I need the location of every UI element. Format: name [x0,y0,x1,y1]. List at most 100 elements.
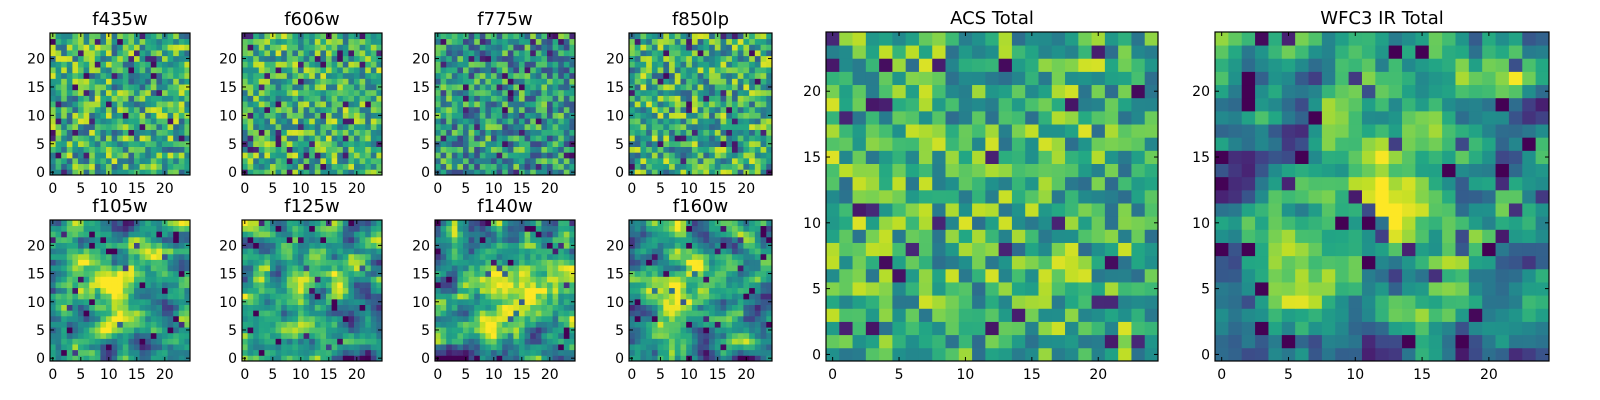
heatmap-cell [754,123,761,130]
heatmap-cell [242,321,248,328]
heatmap-cell [932,71,946,86]
heatmap-cell [303,349,310,356]
heatmap-cell [1321,347,1336,362]
heatmap-cell [1078,347,1092,362]
heatmap-cell [547,157,553,165]
heatmap-cell [697,44,704,51]
heatmap-cell [1131,84,1146,99]
heatmap-cell [1308,321,1323,336]
x-tick-label: 0 [433,181,442,197]
heatmap-cell [139,44,146,51]
heatmap-cell [1011,150,1026,164]
heatmap-cell [1051,71,1066,86]
heatmap-cell [342,157,349,165]
heatmap-cell [657,146,664,153]
heatmap-cell [1025,71,1039,86]
heatmap-cell [1118,150,1132,164]
heatmap-cell [1078,32,1092,46]
heatmap-cell [1468,268,1483,283]
heatmap-cell [258,129,265,136]
heatmap-cell [640,44,647,51]
heatmap-cell [117,236,124,243]
heatmap-cell [686,123,693,130]
heatmap-cell [1468,124,1483,138]
heatmap-cell [972,176,986,191]
heatmap-cell [547,72,553,79]
heatmap-cell [839,295,853,309]
heatmap-cell [1468,176,1483,191]
heatmap-cell [365,287,372,294]
heatmap-cell [247,157,254,165]
heatmap-cell [162,338,168,345]
heatmap-cell [184,146,191,153]
heatmap-cell [547,112,553,119]
heatmap-cell [1295,229,1309,243]
heatmap-cell [1535,255,1550,270]
heatmap-cell [865,97,880,112]
heatmap-cell [309,157,316,165]
heatmap-cell [94,78,101,85]
heatmap-cell [117,106,124,113]
heatmap-cell [320,276,327,283]
heatmap-cell [78,304,84,311]
heatmap-cell [247,129,254,136]
heatmap-cell [275,61,282,68]
heatmap-cell [1078,137,1092,151]
heatmap-cell [162,332,168,339]
heatmap-cell [535,106,542,113]
heatmap-cell [905,216,920,230]
heatmap-cell [1011,32,1026,46]
heatmap-cell [1482,255,1496,270]
heatmap-cell [530,67,537,74]
axes-frame [1214,31,1550,362]
heatmap-cell [270,315,276,322]
heatmap-cell [66,33,73,40]
heatmap-cell [496,140,503,147]
heatmap-cell [258,84,265,91]
heatmap-cell [879,229,893,243]
heatmap-cell [281,61,288,68]
heatmap-cell [1118,308,1132,322]
heatmap-cell [479,67,486,74]
heatmap-cell [651,118,658,125]
heatmap-cell [502,89,509,96]
heatmap-cell [435,163,441,170]
heatmap-cell [326,129,332,136]
heatmap-cell [1091,347,1106,362]
heatmap-cells [435,33,576,176]
heatmap-cell [826,137,840,151]
heatmap-cell [1321,124,1336,138]
heatmap-cell [451,89,458,96]
heatmap-cell [106,84,112,91]
heatmap-cell [451,135,458,142]
heatmap-cell [253,321,260,328]
heatmap-cell [1442,347,1456,362]
heatmap-cell [117,315,124,322]
heatmap-cell [634,123,641,130]
heatmap-cell [932,347,946,362]
heatmap-cell [1255,242,1269,257]
heatmap-cell [55,33,62,40]
heatmap-cell [281,287,288,294]
heatmap-cell [139,95,146,102]
heatmap-cell [1281,229,1296,243]
heatmap-cell [354,123,360,130]
heatmap-cell [1131,295,1146,309]
heatmap-cell [150,310,157,317]
heatmap-cell [167,344,174,351]
heatmap-cell [78,44,84,51]
heatmap-cell [524,169,531,176]
heatmap-cell [122,344,129,351]
heatmap-cell [162,304,168,311]
heatmap-cell [134,225,140,232]
heatmap-cell [270,112,276,119]
heatmap-cell [370,321,377,328]
heatmap-cell [359,327,366,334]
heatmap-cell [651,67,658,74]
heatmap-cell [839,321,853,336]
heatmap-cell [264,332,271,339]
heatmap-cell [78,101,84,108]
heatmap-cell [826,110,840,125]
heatmap-cell [918,45,933,59]
heatmap-cell [314,72,321,79]
